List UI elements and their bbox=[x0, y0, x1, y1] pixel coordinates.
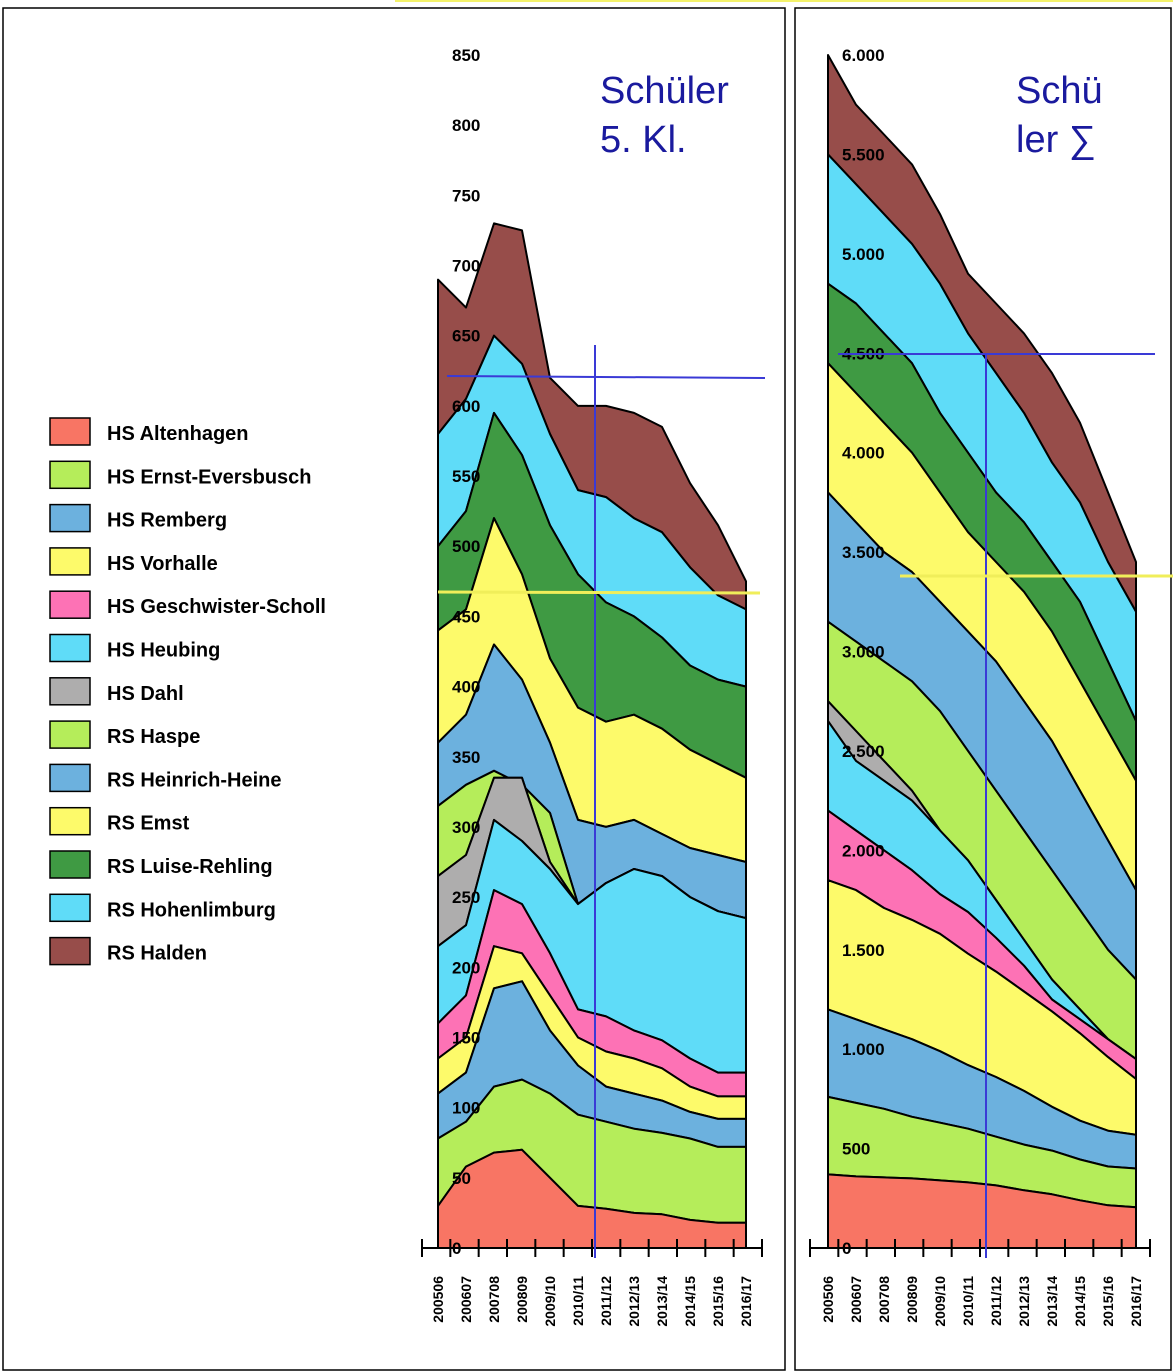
chart2-title-line2: ler ∑ bbox=[1016, 119, 1096, 161]
legend-label: RS Luise-Rehling bbox=[107, 856, 273, 878]
legend-swatch bbox=[49, 893, 91, 923]
x-tick-label: 2009/10 bbox=[542, 1276, 558, 1327]
legend: HS Altenhagen HS Ernst-Eversbusch HS Rembe… bbox=[49, 417, 326, 966]
legend-swatch bbox=[49, 806, 91, 836]
y-tick-label: 1.500 bbox=[842, 941, 885, 960]
x-tick-label: 2015/16 bbox=[710, 1276, 726, 1327]
y-tick-label: 300 bbox=[452, 818, 480, 837]
legend-swatch bbox=[49, 460, 91, 490]
legend-label: RS Halden bbox=[107, 943, 207, 965]
y-tick-label: 500 bbox=[842, 1140, 870, 1159]
legend-swatch bbox=[49, 763, 91, 793]
y-tick-label: 100 bbox=[452, 1099, 480, 1118]
chart-students-grade5: 0501001502002503003504004505005506006507… bbox=[421, 46, 766, 1327]
y-tick-label: 5.500 bbox=[842, 145, 885, 164]
chart1-title-line1: Schüler bbox=[600, 70, 729, 112]
y-tick-label: 3.000 bbox=[842, 643, 885, 662]
y-tick-label: 500 bbox=[452, 537, 480, 556]
legend-label: HS Geschwister-Scholl bbox=[107, 596, 326, 618]
x-tick-label: 200506 bbox=[430, 1276, 446, 1323]
y-tick-label: 4.000 bbox=[842, 444, 885, 463]
legend-label: HS Ernst-Eversbusch bbox=[107, 466, 312, 488]
chart1-title-line2: 5. Kl. bbox=[600, 119, 687, 161]
chart-students-total: 05001.0001.5002.0002.5003.0003.5004.0004… bbox=[809, 46, 1173, 1327]
legend-swatch bbox=[49, 936, 91, 966]
legend-swatch bbox=[49, 677, 91, 706]
x-tick-label: 2009/10 bbox=[932, 1276, 948, 1327]
y-tick-label: 250 bbox=[452, 888, 480, 907]
x-tick-label: 2016/17 bbox=[738, 1276, 754, 1327]
y-tick-label: 700 bbox=[452, 257, 480, 276]
x-tick-label: 2010/11 bbox=[960, 1276, 976, 1326]
legend-swatch bbox=[49, 417, 91, 446]
legend-swatch bbox=[49, 547, 91, 576]
y-tick-label: 600 bbox=[452, 397, 480, 416]
x-tick-label: 2014/15 bbox=[682, 1276, 698, 1327]
x-tick-label: 200506 bbox=[820, 1276, 836, 1323]
y-tick-label: 550 bbox=[452, 467, 480, 486]
y-tick-label: 5.000 bbox=[842, 245, 885, 264]
y-tick-label: 50 bbox=[452, 1169, 471, 1188]
y-tick-label: 350 bbox=[452, 748, 480, 767]
legend-label: HS Vorhalle bbox=[107, 553, 218, 575]
x-tick-label: 2012/13 bbox=[1016, 1276, 1032, 1327]
legend-label: HS Dahl bbox=[107, 683, 184, 705]
y-tick-label: 6.000 bbox=[842, 46, 885, 65]
x-tick-label: 200708 bbox=[486, 1276, 502, 1323]
legend-label: RS Hohenlimburg bbox=[107, 899, 276, 921]
legend-swatch bbox=[49, 503, 91, 533]
legend-label: RS Heinrich-Heine bbox=[107, 769, 281, 791]
y-tick-label: 850 bbox=[452, 46, 480, 65]
legend-swatch bbox=[49, 850, 91, 879]
x-tick-label: 2011/12 bbox=[598, 1276, 614, 1326]
y-tick-label: 1.000 bbox=[842, 1040, 885, 1059]
x-tick-label: 2013/14 bbox=[654, 1276, 670, 1327]
guide-yellow-line bbox=[437, 590, 761, 595]
x-tick-label: 200708 bbox=[876, 1276, 892, 1323]
legend-swatch bbox=[49, 633, 91, 663]
legend-label: HS Altenhagen bbox=[107, 423, 249, 445]
y-tick-label: 150 bbox=[452, 1028, 480, 1047]
legend-label: HS Remberg bbox=[107, 510, 227, 532]
y-tick-label: 800 bbox=[452, 116, 480, 135]
x-tick-label: 2015/16 bbox=[1100, 1276, 1116, 1327]
x-tick-label: 200607 bbox=[848, 1276, 864, 1323]
legend-swatch bbox=[49, 720, 91, 749]
y-tick-label: 200 bbox=[452, 958, 480, 977]
legend-label: RS Haspe bbox=[107, 726, 200, 748]
legend-swatch bbox=[49, 590, 91, 619]
y-tick-label: 2.000 bbox=[842, 841, 885, 860]
x-tick-label: 2014/15 bbox=[1072, 1276, 1088, 1327]
x-tick-label: 2010/11 bbox=[570, 1276, 586, 1326]
x-tick-label: 2011/12 bbox=[988, 1276, 1004, 1326]
x-tick-label: 200607 bbox=[458, 1276, 474, 1323]
y-tick-label: 650 bbox=[452, 327, 480, 346]
x-tick-label: 2016/17 bbox=[1128, 1276, 1144, 1327]
x-tick-label: 2012/13 bbox=[626, 1276, 642, 1327]
y-tick-label: 3.500 bbox=[842, 543, 885, 562]
y-tick-label: 450 bbox=[452, 607, 480, 626]
legend-label: RS Emst bbox=[107, 813, 190, 835]
guide-horizontal-line bbox=[446, 375, 766, 379]
y-tick-label: 400 bbox=[452, 678, 480, 697]
x-tick-label: 2013/14 bbox=[1044, 1276, 1060, 1327]
y-tick-label: 2.500 bbox=[842, 742, 885, 761]
chart2-title-line1: Schü bbox=[1016, 70, 1103, 112]
y-tick-label: 750 bbox=[452, 186, 480, 205]
x-tick-label: 200809 bbox=[904, 1276, 920, 1323]
legend-label: HS Heubing bbox=[107, 640, 220, 662]
x-tick-label: 200809 bbox=[514, 1276, 530, 1323]
